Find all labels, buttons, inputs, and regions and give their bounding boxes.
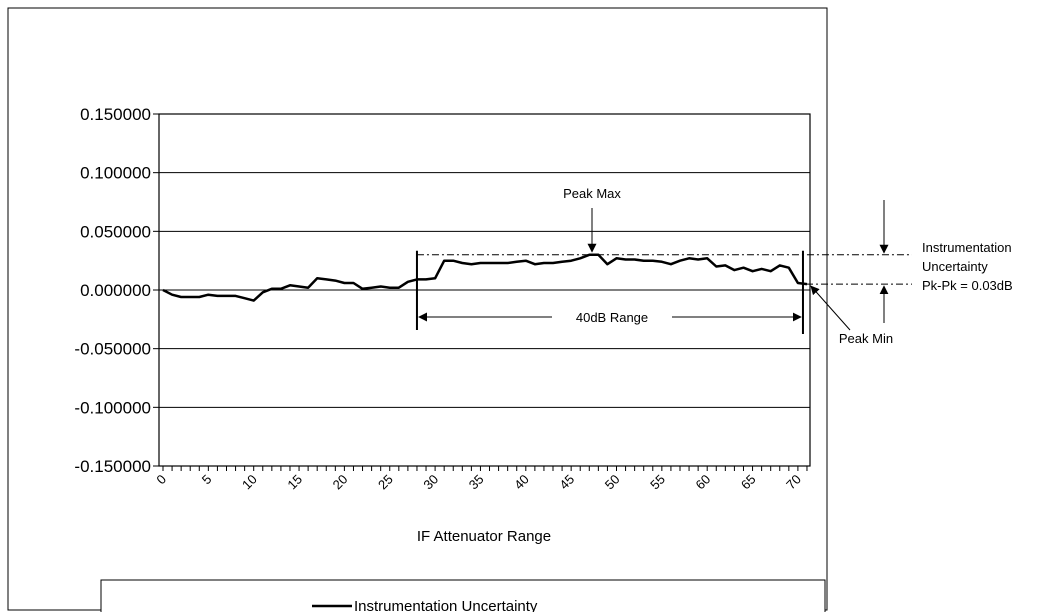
range-label: 40dB Range (576, 310, 648, 325)
y-tick-label: 0.150000 (80, 105, 151, 124)
legend-label: Instrumentation Uncertainty (354, 598, 538, 612)
uncertainty-label-line: Uncertainty (922, 259, 988, 274)
legend-box (100, 579, 826, 612)
uncertainty-label-line: Pk-Pk = 0.03dB (922, 278, 1013, 293)
peak-min-label: Peak Min (839, 331, 893, 346)
y-tick-label: -0.050000 (74, 340, 151, 359)
y-tick-label: 0.000000 (80, 281, 151, 300)
gridlines (159, 172, 810, 408)
annotations: 40dB Range Peak Max Peak Min Instrumentatio… (415, 186, 1013, 346)
y-tick-label: -0.150000 (74, 457, 151, 476)
y-tick-label: -0.100000 (74, 398, 151, 417)
series-line (162, 253, 808, 302)
uncertainty-label-line: Instrumentation (922, 240, 1012, 255)
y-tick-label: 0.050000 (80, 222, 151, 241)
x-axis-title: IF Attenuator Range (417, 528, 551, 545)
peak-max-label: Peak Max (563, 186, 621, 201)
y-tick-label: 0.100000 (80, 164, 151, 183)
peak-min-arrow (810, 285, 851, 331)
y-axis: 0.150000 0.100000 0.050000 0.000000 -0.05000… (74, 105, 159, 476)
series-group (162, 253, 808, 302)
